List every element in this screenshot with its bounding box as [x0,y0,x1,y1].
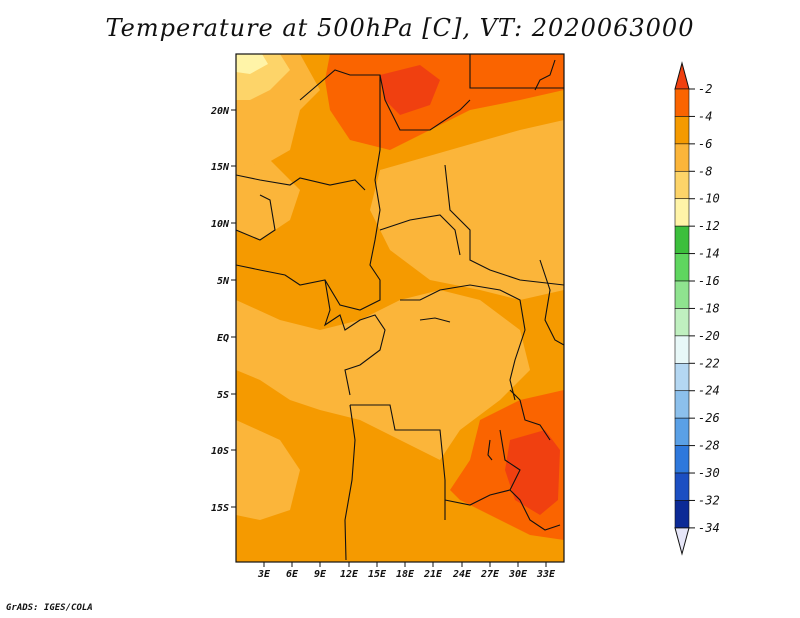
colorbar-swatch [674,472,690,501]
longitude-label: 12E [340,569,359,580]
longitude-label: 27E [480,569,500,580]
border-line [444,164,564,286]
latitude-label: 15S [211,503,229,514]
map-frame [235,53,565,563]
colorbar-swatch [674,253,690,282]
map-title: Temperature at 500hPa [C], VT: 202006300… [105,14,695,42]
longitude-label: 21E [423,569,443,580]
field-band-minus8-to-minus6 [236,290,530,460]
latitude-axis: 20N 15N 10N 5N EQ 5S 10S 15S [210,106,236,514]
latitude-label: 5S [217,390,229,401]
border-line [499,429,521,491]
border-line [469,54,564,89]
border-line [350,404,446,520]
border-line [419,317,451,323]
border-line [236,75,381,311]
longitude-axis: 3E 6E 9E 12E 15E 18E 21E 24E 27E 30E 33E [257,562,556,580]
colorbar-swatch [674,362,690,392]
colorbar-label: -34 [698,521,720,535]
colorbar-swatch [674,390,690,419]
colorbar-swatch [674,198,690,227]
field-band-minus8-to-minus6 [236,420,300,520]
colorbar-label: -14 [698,247,720,261]
longitude-label: 15E [368,569,387,580]
field-warm-core [505,430,560,515]
colorbar-swatch [674,88,690,117]
latitude-label: 10S [211,446,229,457]
colorbar-swatch [674,308,690,337]
latitude-label: 20N [210,106,230,117]
latitude-label: 10N [211,219,230,230]
colorbar-swatch [674,225,690,254]
temperature-field [236,54,564,562]
border-line [299,69,471,131]
colorbar-swatch [674,116,690,145]
colorbar-label: -16 [698,274,720,288]
colorbar-swatch [674,500,690,529]
colorbar-label: -20 [698,329,720,343]
border-line [509,389,551,441]
border-line [487,439,493,461]
field-band-minus12-to-minus10 [236,54,268,74]
longitude-label: 3E [257,569,271,580]
border-line [323,279,386,396]
colorbar-swatch [674,143,690,172]
colorbar-label: -8 [698,164,712,178]
colorbar-swatch [674,445,690,474]
field-band-minus8-to-minus6 [390,180,420,260]
latitude-label: 15N [211,162,230,173]
colorbar-swatch [674,170,690,200]
colorbar-label: -6 [698,137,712,151]
colorbar-top-arrow [674,61,690,90]
colorbar-swatch [674,280,690,309]
colorbar-label: -2 [698,82,712,96]
longitude-label: 6E [286,569,299,580]
colorbar-label: -22 [698,356,720,370]
colorbar-label: -10 [698,192,720,206]
latitude-label: EQ [217,333,229,344]
longitude-label: 33E [536,569,556,580]
border-line [236,194,276,241]
longitude-label: 9E [314,569,327,580]
colorbar-label: -4 [698,109,712,123]
colorbar-label: -26 [698,411,720,425]
colorbar: -2 -4 -6 -8 -10 -12 -14 -16 -18 -20 -22 -24 -26 -28 -3… [674,61,720,556]
software-credit: GrADS: IGES/COLA [6,603,93,613]
colorbar-label: -30 [698,466,720,480]
colorbar-bottom-arrow [674,527,690,556]
country-borders [236,54,564,561]
colorbar-label: -32 [698,493,720,507]
border-line [444,489,561,531]
colorbar-label: -28 [698,439,720,453]
colorbar-label: -24 [698,384,720,398]
field-band-minus8-to-minus6 [370,120,564,300]
border-line [236,174,366,191]
field-warm-core [380,65,440,115]
latitude-label: 5N [217,276,230,287]
border-line [379,214,461,256]
longitude-label: 30E [508,569,528,580]
colorbar-swatch [674,417,690,446]
colorbar-label: -18 [698,301,720,315]
border-line [400,284,526,401]
border-line [534,59,556,91]
longitude-label: 24E [452,569,472,580]
border-line [539,259,564,346]
border-line [344,404,356,561]
colorbar-label: -12 [698,219,720,233]
longitude-label: 18E [396,569,415,580]
colorbar-swatch [674,335,690,364]
field-band-minus8-to-minus6 [236,160,300,240]
